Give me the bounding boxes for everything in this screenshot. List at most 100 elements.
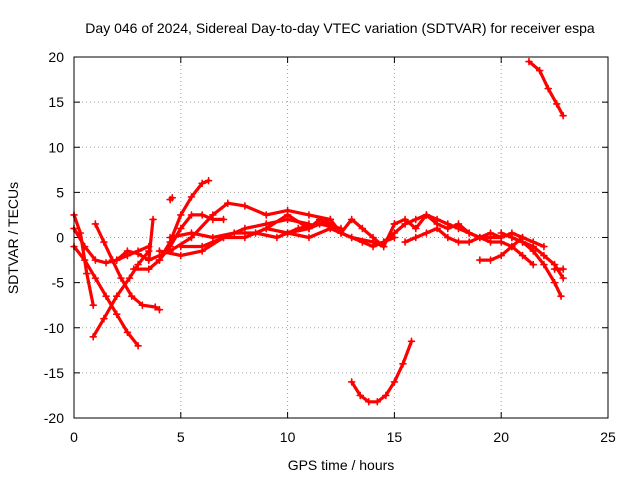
data-point: [544, 84, 552, 93]
data-point: [89, 301, 98, 309]
data-point: [454, 238, 463, 246]
data-point: [219, 233, 228, 242]
y-tick-label: -20: [44, 410, 64, 426]
data-point: [219, 215, 228, 224]
series-arc-22: [550, 265, 567, 273]
data-point: [177, 211, 185, 219]
grid: [74, 57, 608, 418]
data-point: [358, 238, 367, 246]
data-point: [364, 397, 373, 406]
plot-frame: [73, 56, 609, 419]
data-point: [223, 199, 232, 208]
data-point: [518, 238, 527, 246]
data-point: [486, 256, 495, 264]
data-point: [166, 242, 174, 251]
data-point: [358, 224, 367, 233]
data-point: [476, 233, 484, 242]
data-point: [144, 256, 153, 264]
data-point: [326, 215, 335, 224]
data-point: [273, 233, 281, 242]
x-tick-label: 0: [70, 429, 78, 445]
data-point: [305, 224, 313, 233]
data-point: [390, 220, 399, 228]
data-point: [262, 224, 271, 233]
data-point: [540, 242, 548, 251]
data-point: [80, 256, 89, 264]
data-point: [476, 256, 484, 264]
data-point: [444, 224, 452, 233]
data-point: [91, 256, 100, 264]
data-point: [123, 328, 132, 337]
y-tick-label: 20: [48, 49, 64, 65]
data-point: [204, 176, 213, 185]
data-point: [525, 57, 533, 66]
data-point: [241, 233, 249, 242]
y-tick-label: -5: [52, 275, 65, 291]
x-tick-label: 20: [493, 429, 509, 445]
x-tick-label: 25: [600, 429, 616, 445]
data-point: [127, 292, 136, 300]
data-point: [411, 233, 420, 242]
data-point: [497, 238, 505, 246]
data-point: [444, 233, 452, 242]
data-point: [382, 391, 390, 400]
data-point: [518, 251, 527, 260]
data-point: [559, 265, 567, 273]
data-point: [241, 202, 249, 210]
data-point: [198, 242, 206, 251]
data-point: [508, 242, 516, 251]
y-axis-label: SDTVAR / TECUs: [5, 182, 21, 294]
data-point: [550, 278, 559, 287]
series-arc-23: [525, 57, 567, 120]
data-series: [70, 57, 567, 406]
data-point: [315, 215, 324, 224]
data-point: [123, 247, 132, 255]
data-point: [529, 242, 538, 251]
data-point: [166, 233, 174, 242]
data-point: [399, 360, 407, 368]
data-point: [134, 260, 142, 269]
data-point: [155, 247, 164, 255]
y-tick-label: 5: [56, 184, 64, 200]
data-point: [422, 229, 431, 237]
series-arc-15: [347, 337, 416, 406]
data-point: [117, 274, 125, 282]
data-point: [465, 238, 473, 246]
y-tick-label: -10: [44, 320, 64, 336]
data-point: [535, 66, 544, 75]
data-point: [540, 251, 548, 260]
data-point: [559, 274, 567, 282]
data-point: [407, 337, 416, 346]
data-point: [337, 229, 345, 237]
data-point: [89, 332, 98, 341]
x-tick-label: 5: [177, 429, 185, 445]
data-point: [347, 378, 356, 386]
data-point: [187, 193, 196, 201]
data-point: [369, 233, 377, 242]
data-point: [198, 211, 206, 219]
series-line: [72, 213, 95, 307]
x-tick-label: 15: [387, 429, 403, 445]
data-point: [283, 211, 292, 219]
y-tick-label: 0: [56, 230, 64, 246]
data-point: [91, 274, 100, 282]
data-point: [130, 265, 138, 273]
series-arc-19: [476, 233, 548, 264]
data-point: [465, 229, 473, 237]
data-point: [305, 211, 313, 219]
data-point: [540, 260, 548, 269]
data-point: [401, 238, 409, 246]
y-tick-label: 15: [48, 94, 64, 110]
data-point: [347, 233, 356, 242]
data-point: [230, 229, 238, 237]
data-point: [305, 233, 313, 242]
data-point: [497, 251, 505, 260]
data-point: [149, 215, 157, 224]
data-point: [91, 220, 100, 228]
data-point: [390, 229, 399, 237]
data-point: [369, 242, 377, 251]
data-point: [80, 242, 89, 251]
data-point: [100, 314, 108, 323]
x-axis-label: GPS time / hours: [288, 457, 395, 473]
